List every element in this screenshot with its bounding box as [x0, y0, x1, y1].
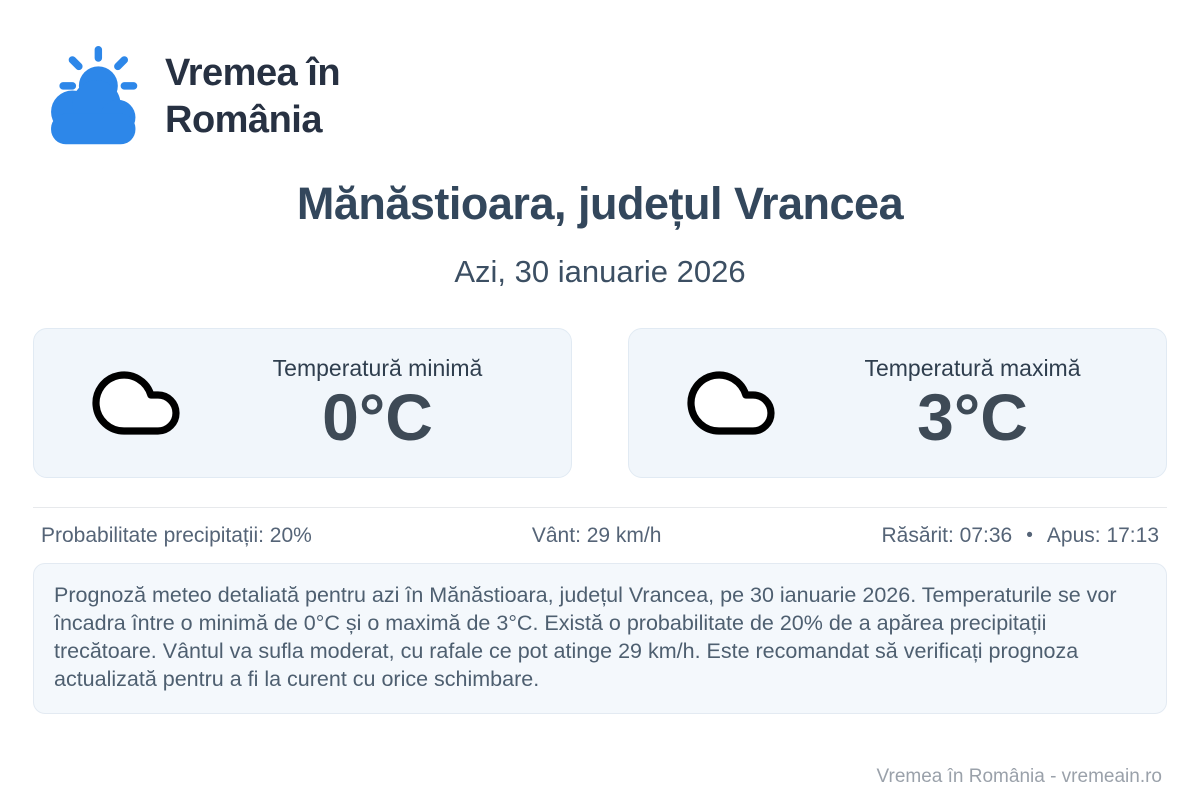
sun-cloud-icon: [51, 45, 138, 145]
page-title: Mănăstioara, județul Vrancea: [296, 178, 904, 229]
site-logo[interactable]: Vremea în România: [39, 44, 1167, 150]
bullet-separator: •: [1026, 525, 1033, 546]
min-temperature-value: 0°C: [322, 379, 433, 454]
max-temperature-label: Temperatură maximă: [864, 354, 1081, 381]
sunset-stat: Apus: 17:13: [1046, 524, 1159, 547]
cloud-icon: [92, 371, 180, 435]
min-temperature-label: Temperatură minimă: [272, 354, 483, 381]
footer-credit: Vremea în România - vremeain.ro: [876, 766, 1162, 787]
min-temperature-card: Temperatură minimă 0°C: [33, 328, 572, 478]
site-logo-text: Vremea în România: [165, 51, 341, 141]
wind-stat: Vânt: 29 km/h: [531, 524, 662, 547]
forecast-description: Prognoză meteo detaliată pentru azi în M…: [33, 563, 1167, 714]
temperature-cards: Temperatură minimă 0°C Temperatură maxim…: [33, 328, 1167, 478]
sun-times-stat: Răsărit: 07:36 • Apus: 17:13: [882, 524, 1160, 548]
weather-page: Vremea în România Mănăstioara, județul V…: [33, 44, 1167, 714]
page-date: Azi, 30 ianuarie 2026: [454, 254, 746, 289]
weather-stats-row: Probabilitate precipitații: 20% Vânt: 29…: [33, 507, 1167, 548]
max-temperature-body: Temperatură maximă 3°C: [793, 355, 1152, 451]
min-temperature-body: Temperatură minimă 0°C: [198, 355, 557, 451]
max-temperature-value: 3°C: [917, 379, 1028, 454]
sunrise-stat: Răsărit: 07:36: [881, 524, 1013, 547]
precipitation-stat: Probabilitate precipitații: 20%: [41, 524, 312, 547]
max-temperature-card: Temperatură maximă 3°C: [628, 328, 1167, 478]
cloud-icon: [687, 371, 775, 435]
